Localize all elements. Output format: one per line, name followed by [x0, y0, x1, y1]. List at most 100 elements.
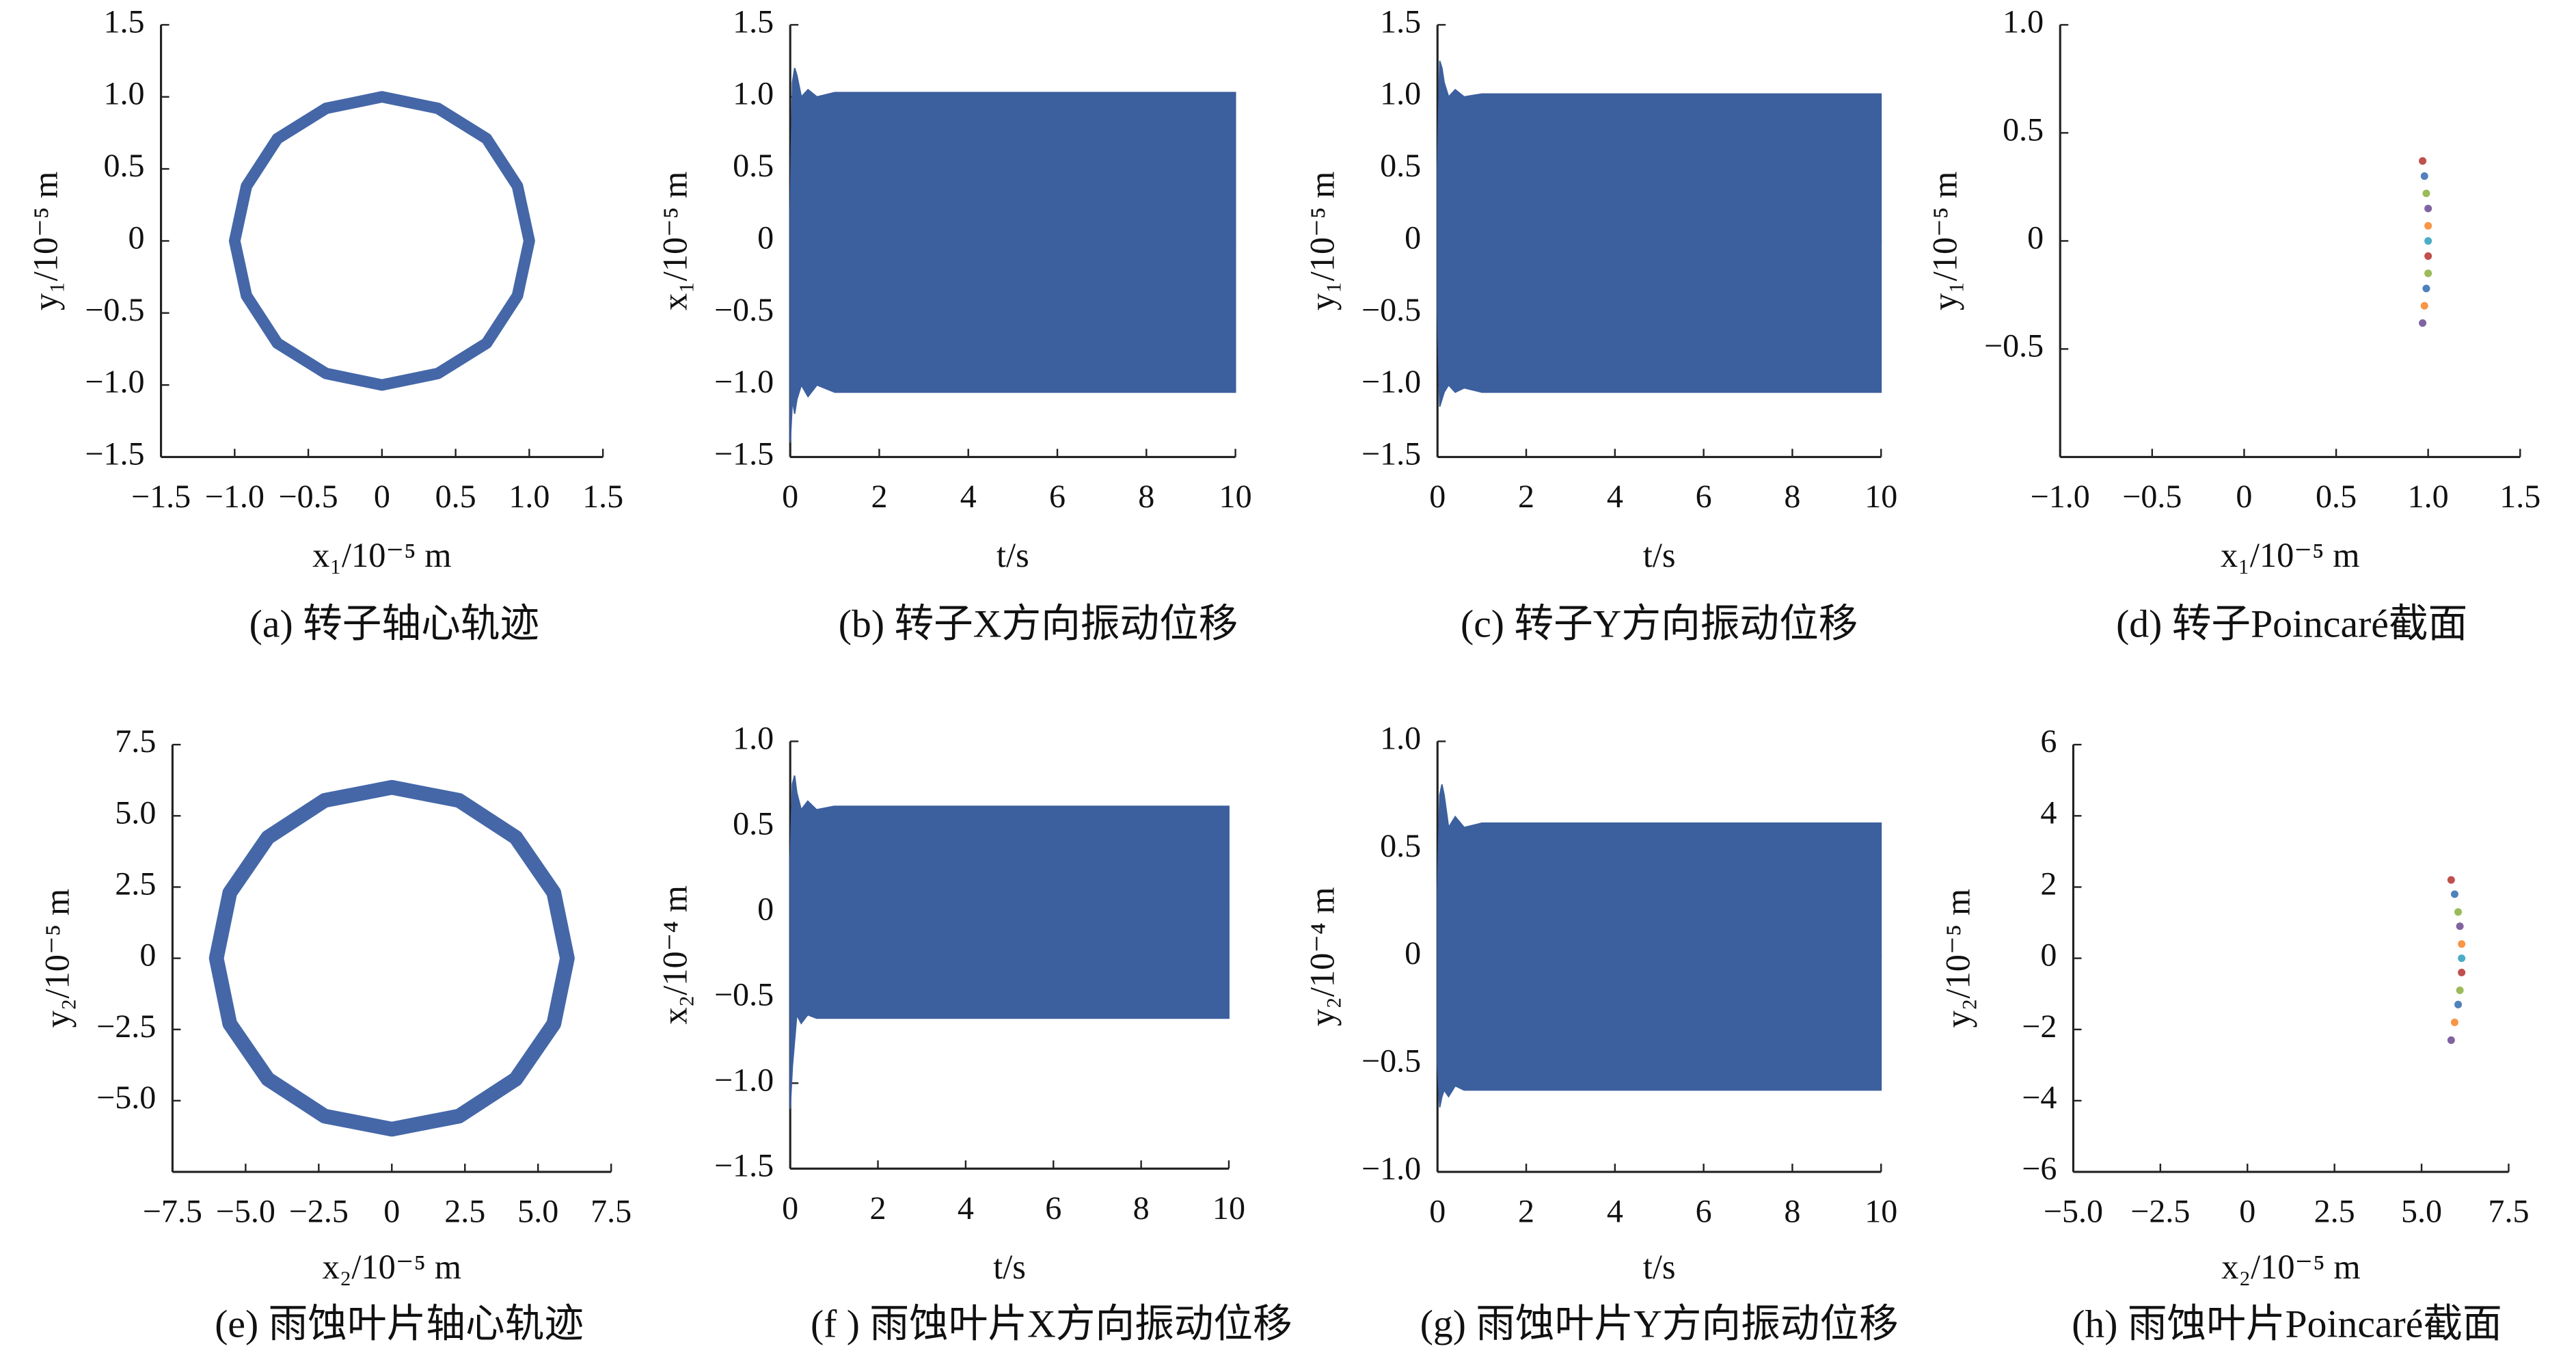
x-tick-label: 0.5 [2316, 479, 2357, 515]
x-tick-label: 10 [1219, 479, 1252, 515]
y-axis-label: y₁/10⁻⁵ m [1925, 172, 1964, 310]
x-tick-label: 6 [1049, 479, 1066, 515]
y-tick-label: −1.5 [714, 1147, 774, 1183]
poincare-point [2419, 319, 2427, 327]
x-tick-label: 2 [870, 1190, 886, 1227]
y-axis-label: x₁/10⁻⁵ m [655, 172, 694, 310]
oscillation-envelope-upper [1437, 784, 1882, 958]
y-tick-label: −2 [2022, 1008, 2057, 1045]
y-tick-label: −0.5 [1361, 1043, 1421, 1080]
x-tick-label: 4 [1607, 479, 1623, 515]
x-tick-label: −0.5 [279, 479, 338, 515]
x-tick-label: 0 [782, 1190, 798, 1227]
oscillation-envelope-lower [789, 240, 1236, 443]
y-tick-label: −1.5 [85, 436, 144, 472]
y-tick-label: 5.0 [115, 794, 156, 831]
x-tick-label: 8 [1784, 1194, 1800, 1230]
poincare-point [2419, 157, 2427, 165]
poincare-point [2458, 940, 2466, 948]
y-tick-label: 0 [2027, 219, 2044, 256]
y-tick-label: −1.0 [1361, 364, 1421, 400]
poincare-point [2420, 172, 2428, 180]
caption: (g) 雨蚀叶片Y方向振动位移 [1420, 1303, 1899, 1346]
x-axis-label: x₂/10⁻⁵ m [2221, 1248, 2360, 1286]
x-tick-label: 0 [1429, 479, 1446, 515]
y-tick-label: −1.0 [714, 364, 774, 400]
y-tick-label: 0 [1405, 219, 1421, 256]
x-tick-label: −2.5 [2130, 1194, 2190, 1230]
y-tick-label: −0.5 [85, 292, 144, 328]
caption: (a) 转子轴心轨迹 [249, 603, 539, 646]
x-tick-label: 6 [1045, 1190, 1061, 1227]
poincare-point [2456, 986, 2464, 995]
y-tick-label: 1.0 [2003, 3, 2044, 40]
caption: (c) 转子Y方向振动位移 [1461, 603, 1858, 646]
caption: (e) 雨蚀叶片轴心轨迹 [215, 1303, 584, 1346]
x-tick-label: 8 [1133, 1190, 1150, 1227]
y-tick-label: 1.5 [1380, 3, 1421, 40]
x-tick-label: 1.5 [2499, 479, 2540, 515]
caption: (d) 转子Poincaré截面 [2116, 603, 2467, 646]
x-tick-label: 0 [383, 1194, 400, 1230]
poincare-point [2420, 302, 2428, 310]
x-tick-label: 6 [1696, 1194, 1712, 1230]
y-axis-label: x₂/10⁻⁴ m [655, 885, 694, 1024]
y-tick-label: −5.0 [96, 1080, 156, 1116]
y-tick-label: −1.5 [1361, 436, 1421, 472]
x-tick-label: 4 [958, 1190, 974, 1227]
orbit [228, 91, 535, 391]
poincare-point [2447, 1036, 2455, 1044]
x-tick-label: 2 [1518, 1194, 1534, 1230]
oscillation-envelope-lower [1437, 240, 1882, 407]
y-tick-label: −2.5 [96, 1008, 156, 1045]
poincare-point [2422, 284, 2430, 293]
y-tick-label: 0.5 [103, 148, 144, 184]
x-tick-label: 5.0 [517, 1194, 558, 1230]
x-tick-label: 2.5 [444, 1194, 485, 1230]
poincare-point [2454, 908, 2463, 916]
x-tick-label: 1.5 [582, 479, 623, 515]
poincare-point [2424, 269, 2432, 278]
y-tick-label: 0 [757, 219, 774, 256]
y-axis-label: y₂/10⁻⁵ m [38, 889, 77, 1028]
poincare-point [2424, 204, 2432, 213]
poincare-point [2424, 222, 2432, 230]
x-tick-label: −0.5 [2122, 479, 2182, 515]
x-tick-label: 0 [2239, 1194, 2255, 1230]
y-tick-label: 0 [757, 891, 774, 927]
y-tick-label: 0 [139, 937, 156, 974]
y-tick-label: 0.5 [1380, 148, 1421, 184]
poincare-point [2458, 954, 2466, 963]
y-tick-label: 0.5 [733, 805, 774, 842]
poincare-point [2456, 922, 2464, 930]
oscillation-envelope-upper [789, 68, 1236, 242]
x-axis-label: x₁/10⁻⁵ m [312, 536, 451, 574]
y-tick-label: −0.5 [1984, 327, 2044, 364]
y-tick-label: −1.0 [85, 364, 144, 400]
y-tick-label: 0.5 [2003, 111, 2044, 148]
x-axis-label: x₁/10⁻⁵ m [2221, 536, 2359, 574]
x-tick-label: 7.5 [591, 1194, 632, 1230]
x-tick-label: −5.0 [216, 1194, 275, 1230]
x-tick-label: 7.5 [2488, 1194, 2529, 1230]
x-tick-label: 2 [1518, 479, 1534, 515]
y-tick-label: 4 [2040, 794, 2057, 831]
y-tick-label: −0.5 [1361, 292, 1421, 328]
x-tick-label: 10 [1865, 1194, 1897, 1230]
y-tick-label: −6 [2022, 1151, 2057, 1187]
caption: (f ) 雨蚀叶片X方向振动位移 [811, 1303, 1292, 1346]
x-tick-label: −1.5 [131, 479, 191, 515]
x-tick-label: 10 [1212, 1190, 1245, 1227]
x-tick-label: 0 [782, 479, 798, 515]
poincare-point [2458, 968, 2466, 976]
x-tick-label: 1.0 [2408, 479, 2449, 515]
y-tick-label: 0.5 [733, 148, 774, 184]
x-tick-label: −1.0 [205, 479, 265, 515]
y-tick-label: −1.0 [714, 1062, 774, 1098]
y-tick-label: 0 [128, 219, 144, 256]
orbit [208, 779, 575, 1137]
y-tick-label: −1.0 [1361, 1151, 1421, 1187]
y-axis-label: y₂/10⁻⁴ m [1303, 887, 1341, 1026]
